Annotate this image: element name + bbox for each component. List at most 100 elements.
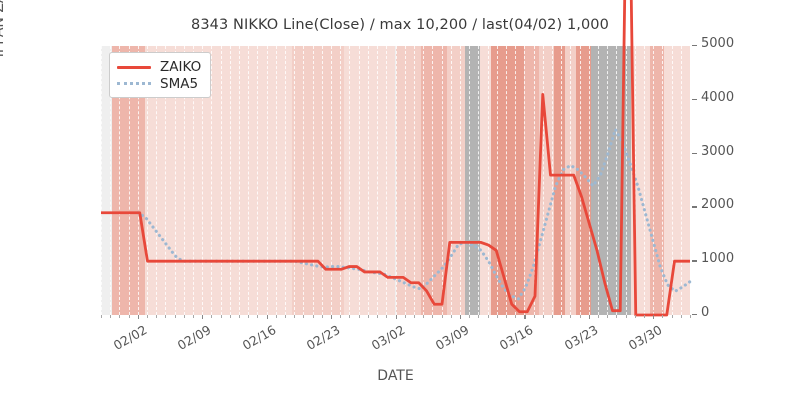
background-band — [564, 46, 576, 315]
x-tick-minor — [441, 315, 443, 318]
x-tick-label: 03/09 — [432, 322, 472, 354]
x-tick-mark — [524, 315, 526, 319]
x-tick-minor — [349, 315, 351, 318]
y-tick-mark — [692, 314, 697, 316]
legend-label-sma5: SMA5 — [160, 75, 199, 92]
gridline-vertical — [340, 46, 342, 315]
x-tick-label: 02/16 — [239, 322, 279, 354]
x-tick-minor — [533, 315, 535, 318]
gridline-vertical — [229, 46, 232, 315]
gridline-vertical — [128, 46, 131, 315]
x-tick-minor — [294, 315, 296, 318]
gridline-vertical — [285, 46, 287, 315]
gridline-vertical — [607, 46, 609, 315]
gridline-vertical — [193, 46, 195, 315]
sma5-line-icon — [117, 78, 151, 90]
gridline-vertical — [533, 46, 536, 315]
x-tick-mark — [653, 315, 655, 319]
gridline-vertical — [183, 46, 186, 315]
gridline-vertical — [432, 46, 434, 315]
x-tick-minor — [404, 315, 406, 318]
chart-legend[interactable]: ZAIKO SMA5 — [109, 52, 212, 98]
gridline-vertical — [275, 46, 278, 315]
x-tick-minor — [110, 315, 112, 318]
x-tick-label: 03/02 — [368, 322, 407, 354]
gridline-vertical — [625, 46, 628, 315]
chart-title: 8343 NIKKO Line(Close) / max 10,200 / la… — [191, 17, 609, 33]
x-tick-minor — [248, 315, 250, 318]
plot-lines — [101, 0, 692, 317]
gridline-vertical — [450, 46, 453, 315]
background-band — [664, 46, 690, 315]
legend-item-zaiko[interactable]: ZAIKO — [117, 58, 201, 75]
x-tick-minor — [275, 315, 277, 318]
x-tick-minor — [671, 315, 673, 318]
x-tick-minor — [119, 315, 121, 318]
gridline-vertical — [211, 46, 213, 315]
x-tick-minor — [165, 315, 167, 318]
x-tick-minor — [643, 315, 645, 318]
x-tick-minor — [229, 315, 231, 318]
x-tick-mark — [459, 315, 462, 319]
y-tick-mark — [692, 45, 697, 47]
plot-area — [101, 0, 692, 317]
background-band — [480, 46, 492, 315]
y-tick-mark — [692, 206, 697, 208]
x-tick-minor — [257, 315, 259, 318]
x-tick-minor — [561, 315, 563, 318]
x-tick-minor — [551, 315, 553, 318]
x-tick-minor — [358, 315, 360, 318]
gridline-vertical — [220, 46, 223, 315]
x-tick-minor — [220, 315, 222, 318]
x-tick-minor — [285, 315, 287, 318]
gridline-vertical — [110, 46, 112, 315]
x-tick-minor — [101, 315, 102, 318]
x-tick-minor — [321, 315, 323, 318]
x-tick-minor — [625, 315, 627, 318]
gridline-vertical — [487, 46, 490, 315]
gridline-vertical — [294, 46, 296, 315]
gridline-vertical — [496, 46, 499, 315]
gridline-vertical — [505, 46, 508, 315]
y-tick-label: 0 — [701, 305, 710, 320]
gridline-vertical — [643, 46, 646, 315]
x-tick-mark — [395, 315, 397, 319]
zaiko-line — [101, 0, 690, 317]
y-tick-mark — [692, 98, 697, 101]
x-tick-minor — [386, 315, 388, 318]
x-tick-minor — [156, 315, 158, 318]
legend-item-sma5[interactable]: SMA5 — [117, 75, 201, 92]
gridline-vertical — [331, 46, 333, 315]
gridline-vertical — [266, 46, 269, 315]
background-band — [395, 46, 422, 315]
x-tick-minor — [128, 315, 130, 318]
x-tick-minor — [690, 315, 691, 318]
background-band — [491, 46, 525, 315]
x-tick-minor — [303, 315, 305, 318]
gridline-vertical — [597, 46, 600, 315]
gridline-vertical — [561, 46, 563, 315]
y-tick-label: 5000 — [701, 36, 735, 51]
gridline-vertical — [680, 46, 683, 315]
gridline-vertical — [524, 46, 526, 315]
x-tick-minor — [312, 315, 314, 318]
x-tick-mark — [331, 315, 333, 319]
gridline-vertical — [551, 46, 554, 315]
x-tick-mark — [202, 315, 204, 319]
gridline-vertical — [662, 46, 664, 315]
x-tick-minor — [469, 315, 471, 318]
x-tick-mark — [266, 315, 268, 319]
x-tick-minor — [211, 315, 213, 318]
y-tick-mark — [692, 152, 697, 154]
x-tick-minor — [413, 315, 415, 318]
x-tick-minor — [542, 315, 544, 318]
y-tick-label: 4000 — [701, 89, 735, 105]
gridline-vertical — [202, 46, 204, 315]
background-band — [575, 46, 591, 315]
background-band — [524, 46, 540, 315]
gridline-vertical — [570, 46, 572, 315]
x-tick-minor — [367, 315, 369, 318]
x-tick-minor — [478, 315, 480, 318]
y-tick-label: 2000 — [701, 197, 735, 213]
x-tick-minor — [579, 315, 581, 318]
